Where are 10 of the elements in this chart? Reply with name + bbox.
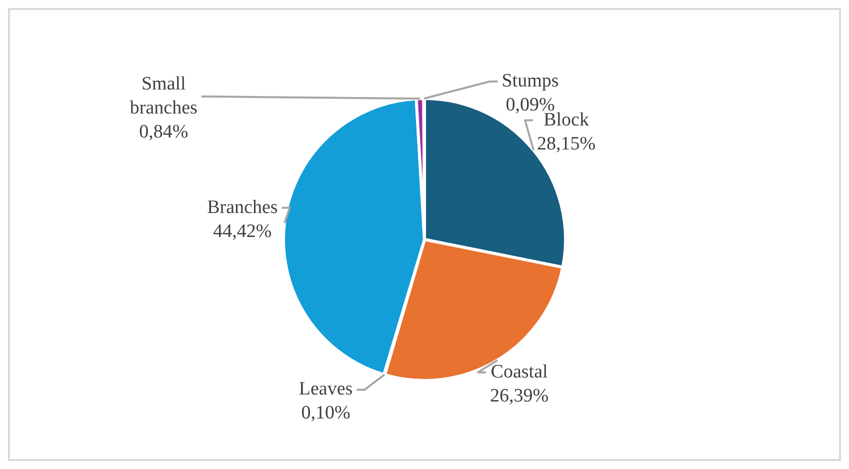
data-label: 44,42% xyxy=(213,220,272,242)
slice-label: Leaves xyxy=(298,378,353,400)
data-label: 0,84% xyxy=(139,121,188,142)
data-label: 26,39% xyxy=(490,385,549,406)
data-label: 28,15% xyxy=(537,133,596,154)
data-label: 0,10% xyxy=(301,402,351,424)
slice-label: Coastal xyxy=(490,361,548,382)
slice-label: Branches xyxy=(207,196,278,218)
slice-label: Small branches xyxy=(130,73,198,118)
slice-label: Stumps xyxy=(502,70,559,92)
